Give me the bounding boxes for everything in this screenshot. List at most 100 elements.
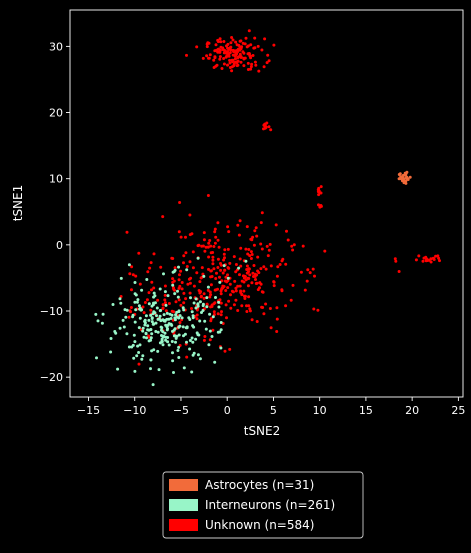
scatter-point <box>163 290 167 294</box>
scatter-point <box>245 271 249 275</box>
scatter-point <box>247 267 251 271</box>
scatter-point <box>241 274 245 278</box>
scatter-point <box>249 257 253 260</box>
scatter-point <box>159 265 163 269</box>
scatter-point <box>189 296 192 300</box>
scatter-point <box>192 284 196 288</box>
scatter-point <box>239 264 243 268</box>
scatter-point <box>163 298 167 302</box>
scatter-point <box>188 260 192 264</box>
scatter-point <box>262 65 266 69</box>
scatter-point <box>242 51 246 55</box>
scatter-point <box>214 43 218 47</box>
scatter-point <box>208 290 212 294</box>
scatter-point <box>145 278 149 281</box>
scatter-point <box>306 268 310 272</box>
scatter-point <box>127 345 131 349</box>
scatter-point <box>169 317 173 320</box>
scatter-point <box>191 250 195 254</box>
scatter-point <box>131 273 135 277</box>
scatter-point <box>238 52 242 56</box>
x-axis-label: tSNE2 <box>244 424 281 438</box>
scatter-point <box>205 296 209 300</box>
scatter-point <box>247 295 251 299</box>
scatter-point <box>400 175 404 179</box>
scatter-point <box>219 292 223 296</box>
scatter-point <box>160 326 164 330</box>
scatter-point <box>194 297 198 301</box>
scatter-point <box>226 63 229 67</box>
scatter-point <box>255 281 259 285</box>
scatter-point <box>196 304 200 308</box>
scatter-point <box>284 262 288 266</box>
scatter-point <box>150 316 154 320</box>
scatter-point <box>231 38 235 42</box>
scatter-point <box>138 307 142 311</box>
scatter-point <box>260 48 264 52</box>
scatter-point <box>393 257 397 261</box>
legend-label-astrocytes: Astrocytes (n=31) <box>205 478 314 492</box>
scatter-point <box>157 317 161 321</box>
scatter-point <box>248 307 252 311</box>
scatter-point <box>119 295 123 298</box>
scatter-point <box>118 297 122 301</box>
scatter-point <box>238 284 242 288</box>
scatter-point <box>141 305 145 309</box>
scatter-point <box>171 283 175 287</box>
scatter-point <box>280 289 284 293</box>
scatter-point <box>266 53 270 57</box>
scatter-point <box>185 340 188 344</box>
scatter-point <box>228 261 232 265</box>
scatter-point <box>219 268 223 272</box>
scatter-point <box>202 338 206 342</box>
scatter-point <box>173 318 177 322</box>
scatter-point <box>170 309 174 313</box>
scatter-point <box>289 298 293 302</box>
scatter-point <box>223 248 227 252</box>
scatter-point <box>230 65 234 69</box>
scatter-point <box>145 298 149 302</box>
scatter-point <box>133 320 137 324</box>
scatter-point <box>414 258 418 262</box>
scatter-point <box>254 63 258 67</box>
scatter-point <box>432 257 436 261</box>
scatter-point <box>219 313 223 317</box>
scatter-point <box>188 233 192 237</box>
scatter-point <box>219 262 222 265</box>
scatter-point <box>239 55 243 59</box>
scatter-point <box>141 354 145 358</box>
scatter-point <box>143 319 147 323</box>
scatter-point <box>229 41 233 45</box>
scatter-point <box>249 65 253 69</box>
scatter-point <box>227 230 231 234</box>
y-axis-ticks: −20 −10 0 10 20 30 <box>40 40 70 384</box>
scatter-point <box>137 304 141 308</box>
scatter-point <box>150 320 154 324</box>
scatter-point <box>239 291 243 294</box>
scatter-point <box>216 238 220 242</box>
scatter-point <box>256 255 260 259</box>
scatter-point <box>227 299 231 303</box>
scatter-point <box>185 265 189 268</box>
scatter-point <box>219 301 223 305</box>
scatter-point <box>94 312 98 316</box>
scatter-point <box>272 284 276 288</box>
scatter-point <box>250 253 254 256</box>
scatter-point <box>211 328 215 332</box>
scatter-point <box>244 36 248 40</box>
scatter-point <box>180 316 184 320</box>
scatter-point <box>149 313 153 317</box>
scatter-point <box>188 291 192 295</box>
scatter-point <box>192 325 196 329</box>
scatter-point <box>305 279 309 283</box>
scatter-point <box>134 274 138 278</box>
scatter-point <box>182 334 185 338</box>
scatter-point <box>185 355 189 359</box>
scatter-point <box>177 325 181 329</box>
scatter-point <box>127 315 131 319</box>
scatter-point <box>132 356 136 360</box>
scatter-point <box>131 343 135 347</box>
scatter-point <box>228 282 232 286</box>
scatter-point <box>247 29 251 33</box>
scatter-point <box>204 327 208 331</box>
